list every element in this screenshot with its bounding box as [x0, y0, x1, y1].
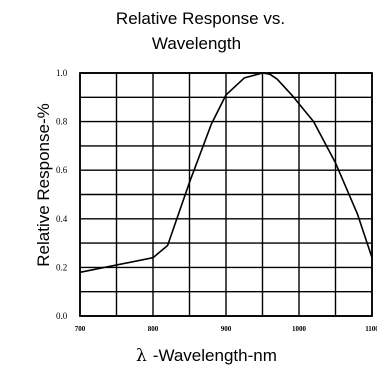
y-tick-label: 0.4 [56, 214, 68, 224]
plot-frame [79, 72, 373, 317]
y-tick-label: 0.0 [56, 311, 68, 321]
x-tick-label: 1000 [292, 325, 307, 333]
x-tick-label: 1100 [365, 325, 377, 333]
x-tick-label: 800 [148, 325, 159, 333]
lambda-symbol: λ [136, 346, 147, 366]
x-axis-label: λ -Wavelength-nm [136, 346, 277, 366]
response-curve-line [79, 72, 373, 274]
y-tick-label: 0.6 [56, 165, 68, 175]
x-tick-label: 900 [221, 325, 232, 333]
chart-title-line1: Relative Response vs. [115, 9, 286, 28]
x-axis-label-text: -Wavelength-nm [152, 346, 277, 365]
x-tick-label: 700 [75, 325, 86, 333]
y-tick-label: 1.0 [56, 68, 68, 78]
y-tick-label: 0.8 [56, 117, 68, 127]
chart-title-line2: Wavelength [151, 34, 242, 53]
y-tick-label: 0.2 [56, 262, 67, 272]
